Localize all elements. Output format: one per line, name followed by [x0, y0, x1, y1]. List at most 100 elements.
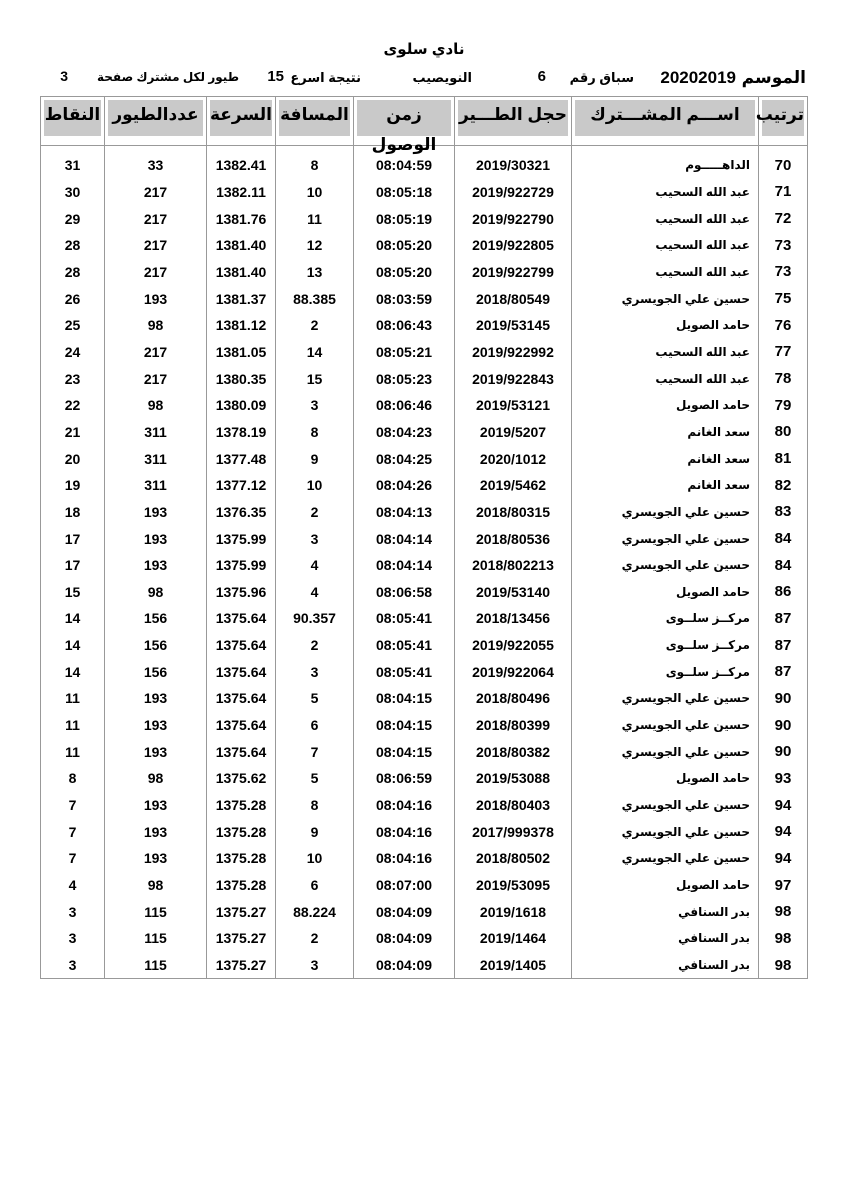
column-header-distance: المسافة	[275, 96, 354, 146]
race-number: 6	[537, 68, 546, 85]
cell-name: بدر السنافي	[571, 951, 759, 980]
cell-points: 17	[40, 551, 105, 579]
cell-distance: 2	[275, 925, 354, 952]
cell-name: بدر السنافي	[571, 898, 759, 926]
cell-bird-count: 217	[104, 231, 207, 259]
cell-bird-count: 311	[104, 418, 207, 446]
cell-rank: 84	[758, 525, 808, 552]
cell-name: حسين علي الجويسري	[571, 551, 759, 579]
cell-ring: 2019/1618	[454, 898, 572, 926]
column-header-points: النقاط	[40, 96, 105, 146]
cell-arrival-time: 08:04:09	[353, 925, 455, 952]
cell-name: عبد الله السحيب	[571, 231, 759, 259]
cell-ring: 2018/80382	[454, 738, 572, 766]
column-header-label: عددالطيور	[107, 99, 204, 137]
table-row: 78 عبد الله السحيب 2019/922843 08:05:23 15 13…	[40, 365, 808, 392]
cell-distance: 3	[275, 658, 354, 686]
cell-points: 29	[40, 205, 105, 232]
column-header-label: اســـم المشـــترك	[574, 99, 756, 137]
column-header-label: زمن الوصول	[356, 99, 452, 154]
cell-speed: 1380.35	[206, 365, 276, 392]
cell-bird-count: 156	[104, 631, 207, 659]
cell-speed: 1375.62	[206, 765, 276, 792]
cell-ring: 2019/922729	[454, 178, 572, 206]
cell-bird-count: 193	[104, 711, 207, 739]
cell-arrival-time: 08:05:41	[353, 631, 455, 659]
cell-name: عبد الله السحيب	[571, 338, 759, 366]
cell-speed: 1381.40	[206, 258, 276, 286]
table-row: 98 بدر السنافي 2019/1464 08:04:09 2 1375.27 11…	[40, 925, 808, 952]
cell-speed: 1375.64	[206, 658, 276, 686]
cell-speed: 1375.28	[206, 845, 276, 872]
column-header-label: حجل الطـــير	[457, 99, 569, 137]
cell-name: الداهـــــوم	[571, 145, 759, 179]
cell-name: حسين علي الجويسري	[571, 498, 759, 526]
cell-points: 24	[40, 338, 105, 366]
cell-distance: 6	[275, 871, 354, 899]
cell-points: 7	[40, 791, 105, 819]
cell-distance: 2	[275, 631, 354, 659]
cell-bird-count: 193	[104, 525, 207, 552]
cell-points: 20	[40, 445, 105, 472]
cell-arrival-time: 08:06:43	[353, 311, 455, 339]
table-row: 93 حامد الصويل 2019/53088 08:06:59 5 1375.62 9…	[40, 765, 808, 792]
cell-distance: 5	[275, 765, 354, 792]
table-row: 87 مركــز سلــوى 2019/922055 08:05:41 2 1375.…	[40, 631, 808, 659]
fastest-value: 15	[267, 68, 284, 85]
cell-rank: 80	[758, 418, 808, 446]
column-header-arrival-time: زمن الوصول	[353, 96, 455, 154]
cell-ring: 2019/1405	[454, 951, 572, 980]
race-location: النويصيب	[412, 70, 472, 85]
table-row: 81 سعد الغانم 2020/1012 08:04:25 9 1377.48 311…	[40, 445, 808, 472]
cell-bird-count: 193	[104, 551, 207, 579]
cell-rank: 84	[758, 551, 808, 579]
table-row: 71 عبد الله السحيب 2019/922729 08:05:18 10 13…	[40, 178, 808, 206]
cell-points: 15	[40, 578, 105, 606]
cell-bird-count: 193	[104, 791, 207, 819]
column-header-bird-count: عددالطيور	[104, 96, 207, 146]
table-row: 84 حسين علي الجويسري 2018/802213 08:04:14 4 1…	[40, 551, 808, 579]
cell-points: 23	[40, 365, 105, 392]
cell-distance: 2	[275, 498, 354, 526]
cell-rank: 98	[758, 925, 808, 952]
cell-distance: 8	[275, 418, 354, 446]
cell-ring: 2019/5207	[454, 418, 572, 446]
cell-points: 7	[40, 818, 105, 846]
cell-arrival-time: 08:03:59	[353, 285, 455, 312]
cell-speed: 1375.27	[206, 951, 276, 980]
cell-ring: 2019/53145	[454, 311, 572, 339]
cell-bird-count: 311	[104, 445, 207, 472]
cell-arrival-time: 08:04:16	[353, 818, 455, 846]
cell-ring: 2018/80549	[454, 285, 572, 312]
cell-bird-count: 311	[104, 471, 207, 499]
cell-name: سعد الغانم	[571, 445, 759, 472]
cell-ring: 2020/1012	[454, 445, 572, 472]
cell-speed: 1375.64	[206, 711, 276, 739]
cell-ring: 2019/1464	[454, 925, 572, 952]
race-label: سباق رقم	[569, 70, 634, 85]
cell-rank: 71	[758, 178, 808, 206]
cell-points: 25	[40, 311, 105, 339]
cell-ring: 2019/922805	[454, 231, 572, 259]
cell-arrival-time: 08:05:41	[353, 658, 455, 686]
table-row: 73 عبد الله السحيب 2019/922805 08:05:20 12 13…	[40, 231, 808, 259]
cell-ring: 2019/53088	[454, 765, 572, 792]
race-info: الموسم 20202019 سباق رقم 6 النويصيب نتيج…	[42, 68, 806, 92]
cell-arrival-time: 08:04:59	[353, 145, 455, 179]
cell-arrival-time: 08:05:19	[353, 205, 455, 232]
cell-rank: 93	[758, 765, 808, 792]
cell-speed: 1381.37	[206, 285, 276, 312]
cell-arrival-time: 08:04:09	[353, 951, 455, 980]
cell-arrival-time: 08:04:26	[353, 471, 455, 499]
cell-speed: 1382.41	[206, 145, 276, 179]
cell-rank: 94	[758, 791, 808, 819]
cell-name: حسين علي الجويسري	[571, 791, 759, 819]
cell-speed: 1381.05	[206, 338, 276, 366]
cell-ring: 2019/53121	[454, 391, 572, 419]
column-header-label: المسافة	[278, 99, 351, 137]
cell-bird-count: 193	[104, 685, 207, 712]
cell-speed: 1375.28	[206, 791, 276, 819]
cell-distance: 6	[275, 711, 354, 739]
cell-name: مركــز سلــوى	[571, 605, 759, 632]
cell-distance: 10	[275, 845, 354, 872]
